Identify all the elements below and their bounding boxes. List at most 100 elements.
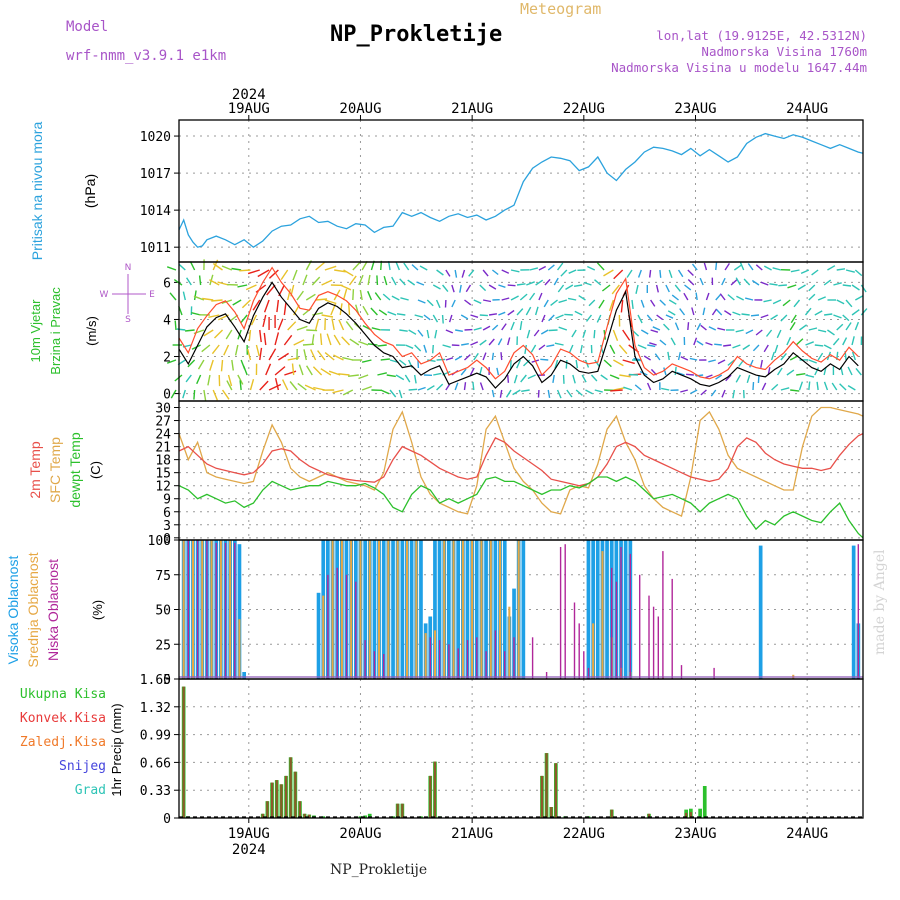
wind-barb xyxy=(842,284,852,287)
wind-barb xyxy=(752,381,755,391)
wind-barb xyxy=(239,269,251,272)
wind-barb xyxy=(786,336,792,346)
wind-barb xyxy=(799,324,808,331)
wind-barb xyxy=(619,374,631,378)
wind-barb xyxy=(465,284,472,293)
wind-barb xyxy=(314,318,320,331)
wind-barb xyxy=(378,309,388,316)
wind-barb xyxy=(705,374,713,379)
wind-barb xyxy=(817,352,824,361)
wind-barb xyxy=(620,299,624,313)
wind-barb xyxy=(693,337,698,346)
wind-barb xyxy=(763,344,769,353)
wind-barb xyxy=(400,297,409,301)
compass-n: N xyxy=(125,263,132,273)
wind-barb xyxy=(637,314,643,324)
ytick-label: 15 xyxy=(155,467,171,482)
wind-barb xyxy=(482,269,489,277)
wind-barb xyxy=(417,386,426,391)
wind-barb xyxy=(777,367,783,376)
wind-barb xyxy=(263,332,267,346)
xtick-label-bottom: 21AUG xyxy=(451,826,493,842)
wind-barb xyxy=(667,351,670,361)
ytick-label: 1.65 xyxy=(140,673,171,688)
cloud-low-bar xyxy=(504,651,506,679)
compass-w: W xyxy=(100,290,109,300)
wind-barb xyxy=(341,336,351,346)
cloud-high-bar xyxy=(237,544,242,679)
cloud-low-bar xyxy=(611,567,613,679)
wind-barb xyxy=(684,284,692,291)
wind-barb xyxy=(769,283,778,286)
cloud-low-bar xyxy=(657,616,659,679)
wind-barb xyxy=(198,275,202,286)
wind-barb xyxy=(464,299,472,306)
wind-barb xyxy=(534,306,539,316)
cloud-high-bar xyxy=(851,545,856,679)
precip-conv-bar xyxy=(550,807,553,818)
wind-barb xyxy=(854,269,863,277)
precip-conv-bar xyxy=(429,775,432,818)
wind-barb xyxy=(590,374,598,382)
cloud-low-bar xyxy=(224,542,227,679)
wind-barb xyxy=(263,299,270,313)
wind-barb xyxy=(510,321,515,331)
xtick-label-top: 23AUG xyxy=(674,101,716,117)
wind-barb xyxy=(403,262,410,271)
wind-barb xyxy=(362,305,369,316)
cloud-mid-bar xyxy=(433,630,436,679)
wind-barb xyxy=(686,373,694,376)
wind-barb xyxy=(283,302,287,316)
wind-barb xyxy=(473,327,482,331)
wind-barb xyxy=(556,389,562,399)
cloud-low-bar xyxy=(327,574,329,680)
wind-barb xyxy=(404,374,411,383)
wind-barb xyxy=(633,357,642,361)
wind-barb xyxy=(408,329,417,335)
wind-barb xyxy=(512,389,521,396)
wind-barb xyxy=(650,299,656,307)
wind-barb xyxy=(732,311,741,316)
ytick-label: 0.66 xyxy=(140,756,171,771)
wind-barb xyxy=(855,295,864,301)
wind-barb xyxy=(203,329,214,337)
wind-barb xyxy=(380,389,390,395)
wind-barb xyxy=(496,367,500,376)
wind-barb xyxy=(423,314,431,321)
wind-barb xyxy=(331,318,335,331)
wind-barb xyxy=(454,355,463,361)
wind-barb xyxy=(519,320,523,331)
wind-barb xyxy=(311,276,321,286)
wind-barb xyxy=(735,329,744,333)
cloud-mid-bar xyxy=(378,540,381,679)
temp-ylabel-dewpt: dewpt Temp xyxy=(67,432,83,507)
wind-barb xyxy=(185,374,192,383)
wind-barb xyxy=(750,314,760,317)
wind-barb xyxy=(674,366,677,376)
cloud-high-bar xyxy=(391,540,395,679)
wind-barb xyxy=(491,269,499,276)
wind-barb xyxy=(252,299,261,311)
wind-barb xyxy=(193,389,196,400)
wind-barb xyxy=(795,338,804,346)
cloud-mid-bar xyxy=(219,540,222,679)
wind-barb xyxy=(596,262,605,271)
wind-barb xyxy=(526,329,531,339)
wind-barb xyxy=(715,309,723,316)
wind-barb xyxy=(703,262,708,271)
t2m-line xyxy=(178,433,864,487)
wind-barb xyxy=(649,342,657,346)
wind-barb xyxy=(668,299,677,305)
wind-barb xyxy=(798,381,804,391)
cloud-mid-bar xyxy=(182,540,185,679)
wind-barb xyxy=(510,269,520,273)
wind-barb xyxy=(391,295,400,301)
cloud-high-bar xyxy=(595,540,600,679)
wind-barb xyxy=(643,355,651,361)
wind-barb xyxy=(326,333,332,346)
cloud-low-bar xyxy=(680,665,683,679)
wind-barb xyxy=(719,293,726,301)
cloud-high-bar xyxy=(484,540,488,679)
wind-barb xyxy=(470,341,479,346)
temp-ylabel-2m: 2m Temp xyxy=(27,441,43,499)
